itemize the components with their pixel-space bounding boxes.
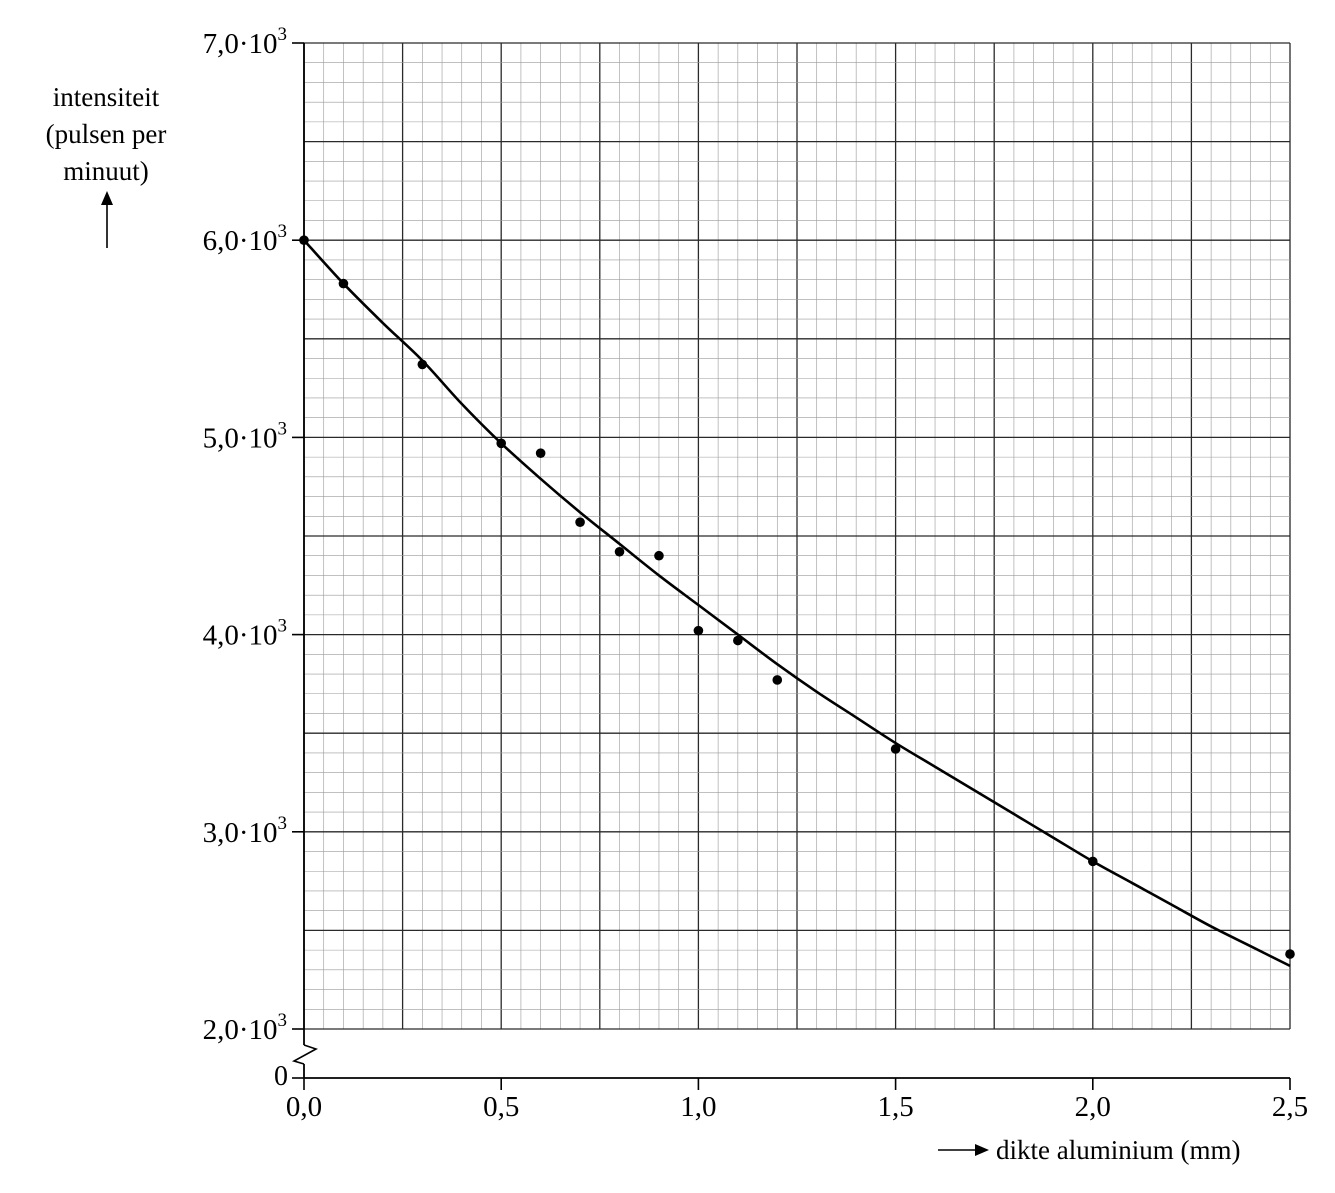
data-point	[890, 744, 901, 754]
x-tick-label: 2,5	[1272, 1091, 1308, 1123]
data-point	[1088, 856, 1098, 867]
y-axis-title-line-2: (pulsen per	[46, 119, 167, 149]
y-tick-labels: 2,0·1033,0·1034,0·1035,0·1036,0·1037,0·1…	[203, 24, 287, 1046]
y-tick-mantissa: 5,0·10	[203, 422, 278, 454]
axes	[291, 42, 1291, 1090]
data-point	[535, 448, 546, 458]
y-tick-exponent: 3	[278, 1010, 288, 1031]
data-point	[575, 517, 585, 527]
x-tick-label: 2,0	[1075, 1091, 1111, 1123]
y-tick-label: 3,0·103	[203, 813, 287, 849]
y-tick-label: 4,0·103	[203, 616, 287, 652]
y-tick-label: 7,0·103	[203, 24, 287, 60]
y-tick-exponent: 3	[278, 221, 288, 242]
fit-curve	[303, 239, 1291, 968]
x-axis-arrowhead	[975, 1144, 989, 1156]
y-tick-mantissa: 4,0·10	[203, 620, 278, 652]
data-point	[733, 635, 743, 646]
data-point	[1285, 949, 1295, 959]
x-tick-label: 0,0	[286, 1091, 322, 1123]
x-axis-title-text: dikte aluminium (mm)	[996, 1135, 1240, 1165]
data-point	[338, 278, 349, 289]
data-point	[299, 235, 309, 245]
y-tick-mantissa: 2,0·10	[203, 1014, 278, 1046]
y-tick-mantissa: 3,0·10	[203, 817, 278, 849]
y-tick-exponent: 3	[278, 813, 288, 834]
data-point	[496, 438, 507, 449]
x-tick-label: 0,5	[483, 1091, 519, 1123]
data-points	[299, 235, 1295, 959]
y-tick-exponent: 3	[278, 418, 288, 439]
data-point	[614, 546, 625, 557]
y-tick-mantissa: 6,0·10	[203, 225, 278, 257]
x-tick-label: 1,5	[877, 1091, 913, 1123]
x-tick-label: 1,0	[680, 1091, 716, 1123]
x-tick-labels: 0,0 0,5 1,0 1,5 2,0 2,5	[286, 1091, 1308, 1123]
y-tick-exponent: 3	[278, 24, 288, 45]
y-axis-title: intensiteit (pulsen per minuut)	[46, 82, 167, 248]
data-point	[654, 550, 664, 561]
data-point	[417, 359, 428, 370]
y-axis-arrowhead	[101, 191, 113, 205]
y-tick-label: 2,0·103	[203, 1010, 287, 1046]
data-point	[772, 675, 783, 685]
y-axis-title-line-3: minuut)	[63, 156, 149, 186]
axis-break-mark	[291, 1044, 318, 1065]
y-tick-label: 5,0·103	[203, 418, 287, 454]
x-axis-title: dikte aluminium (mm)	[938, 1135, 1240, 1165]
y-origin-label: 0	[274, 1061, 288, 1092]
fit-curve-line	[303, 239, 1291, 968]
y-tick-label: 6,0·103	[203, 221, 287, 257]
data-point	[693, 625, 704, 636]
y-tick-mantissa: 7,0·10	[203, 28, 278, 60]
grid	[303, 42, 1291, 1030]
y-tick-exponent: 3	[278, 616, 288, 637]
y-axis-title-line-1: intensiteit	[53, 82, 160, 112]
